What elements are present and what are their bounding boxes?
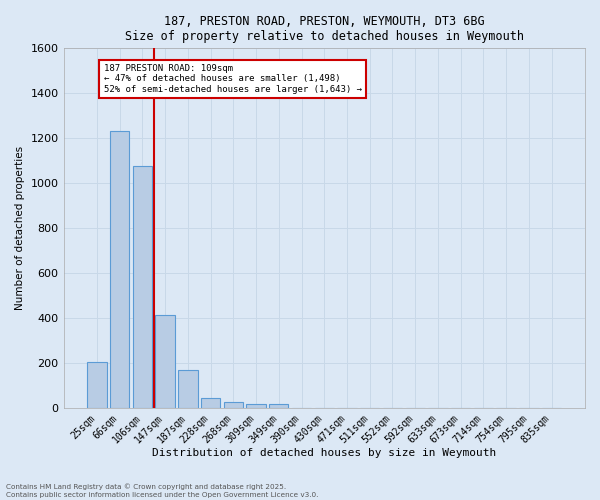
Bar: [87, 362, 107, 408]
Bar: [110, 132, 130, 408]
Title: 187, PRESTON ROAD, PRESTON, WEYMOUTH, DT3 6BG
Size of property relative to detac: 187, PRESTON ROAD, PRESTON, WEYMOUTH, DT…: [125, 15, 524, 43]
Y-axis label: Number of detached properties: Number of detached properties: [15, 146, 25, 310]
Text: 187 PRESTON ROAD: 109sqm
← 47% of detached houses are smaller (1,498)
52% of sem: 187 PRESTON ROAD: 109sqm ← 47% of detach…: [104, 64, 362, 94]
Bar: [224, 402, 243, 408]
Bar: [269, 404, 289, 408]
Bar: [155, 314, 175, 408]
Bar: [133, 166, 152, 408]
Bar: [247, 404, 266, 408]
X-axis label: Distribution of detached houses by size in Weymouth: Distribution of detached houses by size …: [152, 448, 496, 458]
Text: Contains HM Land Registry data © Crown copyright and database right 2025.
Contai: Contains HM Land Registry data © Crown c…: [6, 484, 319, 498]
Bar: [178, 370, 197, 408]
Bar: [201, 398, 220, 408]
